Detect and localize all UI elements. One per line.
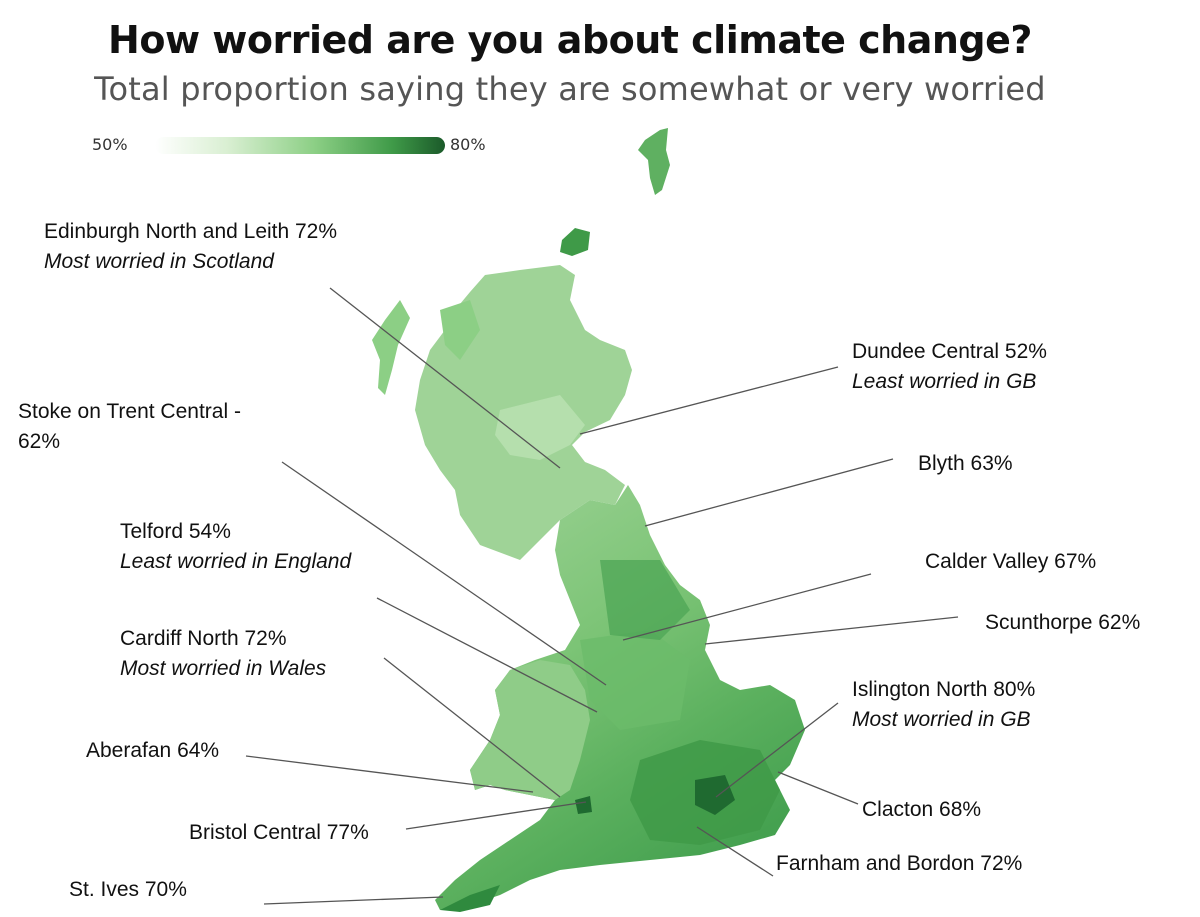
hebrides-region — [372, 300, 410, 395]
annotation-farnham: Farnham and Bordon 72% — [776, 849, 1022, 879]
annotation-clacton-label: Clacton 68% — [862, 798, 982, 821]
annotation-edinburgh-note: Most worried in Scotland — [44, 250, 274, 273]
wales-region — [470, 660, 590, 800]
annotation-islington-note: Most worried in GB — [852, 708, 1031, 731]
annotation-telford-note: Least worried in England — [120, 550, 352, 573]
leader-bristol — [405, 801, 587, 830]
leader-blyth — [644, 458, 894, 527]
leader-islington — [715, 702, 839, 798]
annotation-dundee-label: Dundee Central 52% — [852, 340, 1047, 363]
shetland-region — [638, 128, 670, 195]
legend-color-scale — [155, 137, 445, 154]
annotation-bristol: Bristol Central 77% — [189, 818, 369, 848]
annotation-edinburgh-label: Edinburgh North and Leith 72% — [44, 220, 338, 243]
annotation-edinburgh: Edinburgh North and Leith 72% Most worri… — [44, 217, 337, 277]
midlands-region — [580, 630, 690, 730]
annotation-cardiff: Cardiff North 72% Most worried in Wales — [120, 624, 326, 684]
bristol-region — [575, 796, 592, 814]
highland-detail — [440, 300, 480, 360]
annotation-farnham-label: Farnham and Bordon 72% — [776, 852, 1023, 875]
annotation-telford-label: Telford 54% — [120, 520, 231, 543]
annotation-stoke-line1: Stoke on Trent Central - — [18, 400, 241, 423]
leader-lines — [245, 287, 959, 905]
leader-aberafan — [245, 755, 534, 793]
leader-telford — [376, 597, 598, 713]
scotland-central-belt — [495, 395, 585, 460]
annotation-calder: Calder Valley 67% — [925, 547, 1096, 577]
annotation-clacton: Clacton 68% — [862, 795, 981, 825]
annotation-stoke: Stoke on Trent Central - 62% — [18, 397, 241, 457]
annotation-cardiff-note: Most worried in Wales — [120, 657, 327, 680]
annotation-dundee-note: Least worried in GB — [852, 370, 1037, 393]
map-title: How worried are you about climate change… — [108, 18, 1032, 62]
legend-max-label: 80% — [450, 135, 486, 154]
annotation-scunthorpe: Scunthorpe 62% — [985, 608, 1140, 638]
leader-cardiff — [383, 657, 561, 798]
annotation-stives-label: St. Ives 70% — [69, 878, 187, 901]
orkney-region — [560, 228, 590, 256]
leader-scunthorpe — [704, 616, 959, 645]
cornwall-region — [440, 885, 500, 912]
annotation-telford: Telford 54% Least worried in England — [120, 517, 351, 577]
leader-stoke — [281, 461, 607, 686]
leader-edinburgh — [329, 287, 561, 469]
annotation-blyth: Blyth 63% — [918, 449, 1013, 479]
annotation-islington: Islington North 80% Most worried in GB — [852, 675, 1035, 735]
annotation-aberafan-label: Aberafan 64% — [86, 739, 220, 762]
leader-farnham — [696, 826, 774, 877]
annotation-stives: St. Ives 70% — [69, 875, 187, 905]
leader-dundee — [579, 366, 839, 435]
annotation-calder-label: Calder Valley 67% — [925, 550, 1097, 573]
annotation-bristol-label: Bristol Central 77% — [189, 821, 369, 844]
leader-clacton — [777, 771, 859, 805]
annotation-dundee: Dundee Central 52% Least worried in GB — [852, 337, 1047, 397]
yorkshire-region — [600, 560, 690, 640]
legend-min-label: 50% — [92, 135, 128, 154]
annotation-islington-label: Islington North 80% — [852, 678, 1036, 701]
annotation-blyth-label: Blyth 63% — [918, 452, 1013, 475]
annotation-cardiff-label: Cardiff North 72% — [120, 627, 287, 650]
annotation-scunthorpe-label: Scunthorpe 62% — [985, 611, 1141, 634]
annotation-stoke-line2: 62% — [18, 430, 61, 453]
annotation-aberafan: Aberafan 64% — [86, 736, 219, 766]
leader-stives — [263, 896, 444, 905]
london-region — [695, 775, 735, 815]
map-subtitle: Total proportion saying they are somewha… — [94, 70, 1046, 108]
leader-calder — [622, 573, 872, 641]
